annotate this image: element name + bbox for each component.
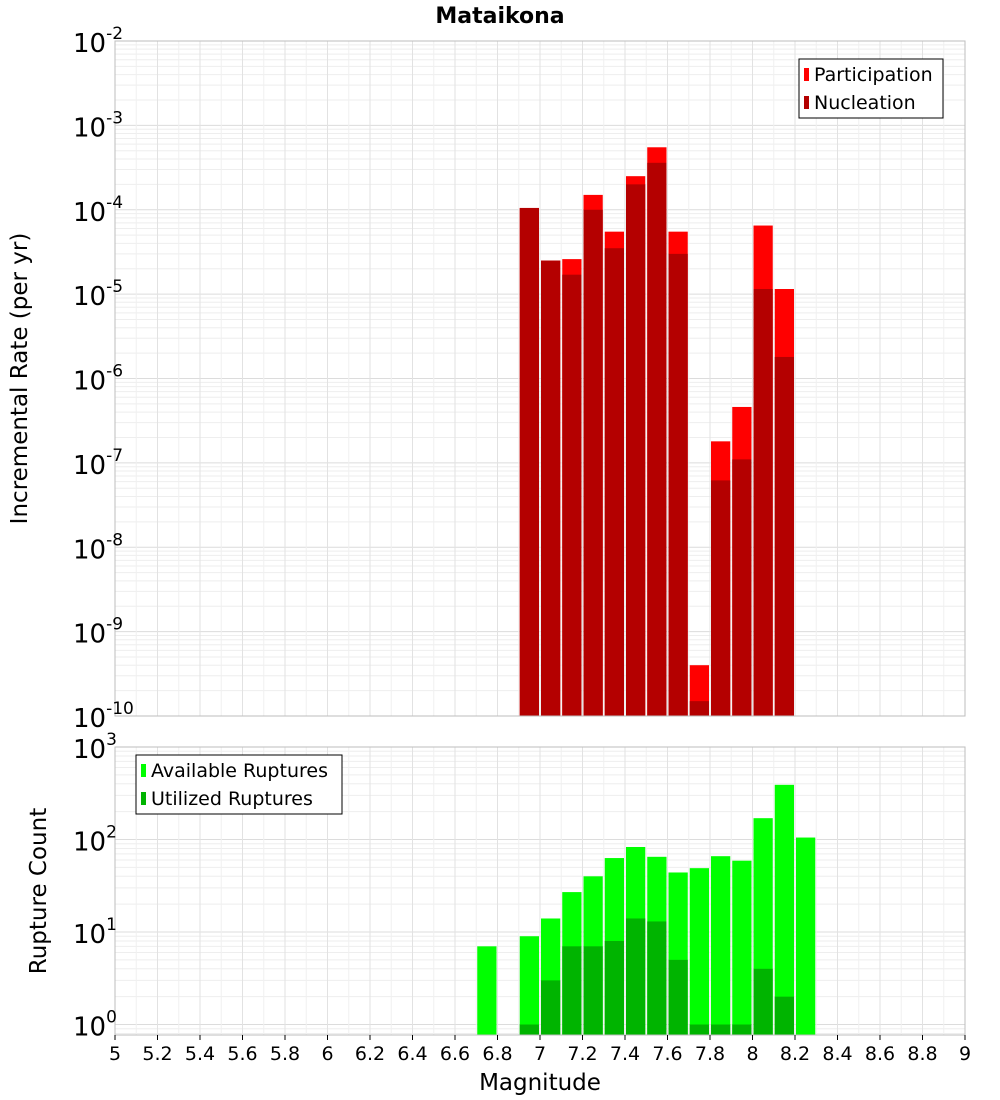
bar-utilized xyxy=(604,940,624,1035)
bar-nucleation xyxy=(647,162,667,716)
bar-nucleation xyxy=(753,289,773,716)
bar-nucleation xyxy=(562,274,582,716)
x-tick-label: 5.6 xyxy=(227,1043,257,1065)
y-tick-label: 10-2 xyxy=(73,24,123,59)
bar-available xyxy=(689,868,709,1035)
rate-plot-legend: Participation Nucleation xyxy=(798,58,944,119)
x-tick-label: 7.4 xyxy=(610,1043,640,1065)
bar-nucleation xyxy=(732,459,752,716)
bar-nucleation xyxy=(668,253,688,716)
x-tick-label: 8.6 xyxy=(865,1043,895,1065)
bar-utilized xyxy=(647,921,667,1035)
y-tick-label: 10-9 xyxy=(73,615,123,650)
bar-utilized xyxy=(668,959,688,1035)
legend-box xyxy=(135,754,343,815)
legend-label: Available Ruptures xyxy=(151,760,328,782)
y-tick-label: 100 xyxy=(73,1008,117,1043)
legend-swatch xyxy=(804,68,809,81)
y-tick-label: 10-7 xyxy=(73,446,123,481)
y-tick-label: 10-3 xyxy=(73,108,123,143)
bar-utilized xyxy=(753,968,773,1035)
legend-swatch xyxy=(141,764,146,777)
bar-available xyxy=(477,946,497,1035)
bar-available xyxy=(711,856,731,1035)
bar-nucleation xyxy=(541,260,561,716)
rate-plot-bars xyxy=(519,147,794,717)
bar-nucleation xyxy=(711,480,731,716)
bar-utilized xyxy=(519,1024,539,1035)
x-tick-label: 5 xyxy=(109,1043,121,1065)
legend-box xyxy=(798,58,944,119)
bar-utilized xyxy=(583,946,603,1035)
x-tick-label: 6 xyxy=(321,1043,333,1065)
y-tick-label: 10-8 xyxy=(73,530,123,565)
x-tick-label: 7.8 xyxy=(695,1043,725,1065)
y-tick-label: 10-10 xyxy=(73,699,134,734)
bar-utilized xyxy=(562,946,582,1035)
bar-nucleation xyxy=(519,207,539,716)
bar-utilized xyxy=(541,980,561,1035)
x-tick-label: 7.2 xyxy=(567,1043,597,1065)
bar-utilized xyxy=(626,918,646,1035)
y-tick-label: 102 xyxy=(73,823,117,858)
bar-nucleation xyxy=(626,184,646,717)
rate-plot-y-ticks: 10-10 10-9 10-8 10-7 10-6 10-5 10-4 10-3 10-2 xyxy=(73,24,134,734)
bar-available xyxy=(519,936,539,1035)
count-plot-bars xyxy=(477,784,816,1035)
count-plot-panel: 100 101 102 103 Rupture Count Available Rup… xyxy=(26,730,966,1043)
bar-available xyxy=(796,837,816,1035)
y-tick-label: 10-4 xyxy=(73,193,123,228)
x-axis-ticks: 5 5.2 5.4 5.6 5.8 6 6.2 6.4 6.6 6.8 7 7.2 7.4 7.6 7.8 8… xyxy=(109,1035,971,1065)
legend-swatch xyxy=(141,792,146,805)
x-tick-label: 6.6 xyxy=(440,1043,470,1065)
rate-plot-y-axis-label: Incremental Rate (per yr) xyxy=(7,233,33,525)
rate-plot-frame xyxy=(114,40,966,717)
y-tick-label: 103 xyxy=(73,730,117,765)
bar-utilized xyxy=(732,1024,752,1035)
rate-plot-grid xyxy=(114,40,966,717)
bar-nucleation xyxy=(774,356,794,716)
bar-nucleation xyxy=(583,209,603,716)
count-plot-y-ticks: 100 101 102 103 xyxy=(73,730,117,1043)
y-tick-label: 10-5 xyxy=(73,277,123,312)
chart-title: Mataikona xyxy=(435,4,564,29)
x-tick-label: 5.2 xyxy=(142,1043,172,1065)
legend-swatch xyxy=(804,96,809,109)
x-tick-label: 6.8 xyxy=(482,1043,512,1065)
x-tick-label: 5.8 xyxy=(270,1043,300,1065)
bar-nucleation xyxy=(604,248,624,717)
legend-label: Participation xyxy=(814,64,933,86)
legend-label: Utilized Ruptures xyxy=(151,788,313,810)
bar-available xyxy=(774,784,794,1035)
x-tick-label: 6.4 xyxy=(397,1043,427,1065)
x-tick-label: 8.4 xyxy=(822,1043,852,1065)
x-tick-label: 5.4 xyxy=(185,1043,215,1065)
x-tick-label: 7 xyxy=(534,1043,546,1065)
bar-utilized xyxy=(774,996,794,1035)
bar-nucleation xyxy=(689,701,709,716)
x-tick-label: 8 xyxy=(746,1043,758,1065)
rate-plot-panel: 10-10 10-9 10-8 10-7 10-6 10-5 10-4 10-3 10-2 In… xyxy=(7,24,966,734)
x-tick-label: 9 xyxy=(959,1043,971,1065)
x-tick-label: 8.8 xyxy=(907,1043,937,1065)
bar-utilized xyxy=(711,1024,731,1035)
count-plot-y-axis-label: Rupture Count xyxy=(26,808,52,974)
y-tick-label: 10-6 xyxy=(73,362,123,397)
y-tick-label: 101 xyxy=(73,915,117,950)
x-axis-label: Magnitude xyxy=(479,1070,601,1096)
bar-available xyxy=(732,860,752,1035)
legend-label: Nucleation xyxy=(814,92,916,114)
x-tick-label: 6.2 xyxy=(355,1043,385,1065)
count-plot-legend: Available Ruptures Utilized Ruptures xyxy=(135,754,343,815)
bar-utilized xyxy=(689,1024,709,1035)
x-tick-label: 7.6 xyxy=(652,1043,682,1065)
x-tick-label: 8.2 xyxy=(780,1043,810,1065)
count-plot-grid xyxy=(114,746,966,1035)
